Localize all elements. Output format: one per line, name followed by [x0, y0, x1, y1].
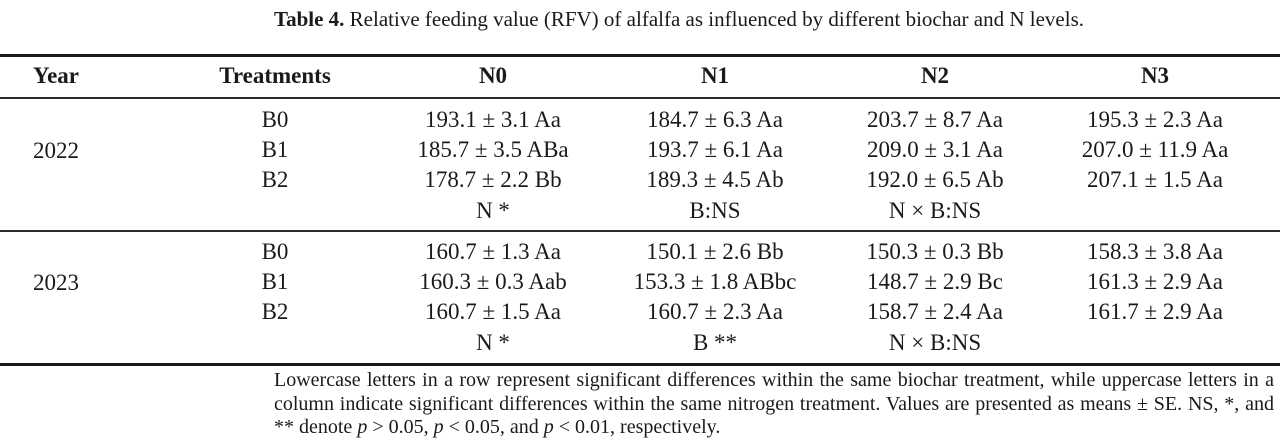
footnote-text: < 0.05, and	[443, 416, 544, 438]
significance-nxb: N × B:NS	[888, 198, 982, 223]
value-cell: 160.7 ± 1.5 Aa	[425, 299, 561, 324]
header-year: Year	[33, 63, 79, 88]
value-cell: 192.0 ± 6.5 Ab	[866, 167, 1004, 192]
value-cell: 185.7 ± 3.5 ABa	[417, 137, 569, 162]
bottom-rule	[0, 363, 1280, 366]
year-cell: 2022	[33, 138, 79, 163]
footnote-text: Lowercase letters in a row represent sig…	[274, 369, 1274, 438]
value-cell: 161.3 ± 2.9 Aa	[1087, 269, 1223, 294]
value-cell: 153.3 ± 1.8 ABbc	[633, 269, 797, 294]
p-symbol: p	[357, 416, 368, 438]
value-cell: 193.1 ± 3.1 Aa	[425, 107, 561, 132]
header-treatments: Treatments	[219, 63, 331, 88]
significance-n: N *	[476, 198, 510, 223]
significance-n: N *	[476, 330, 510, 355]
value-cell: 178.7 ± 2.2 Bb	[424, 167, 562, 192]
table-caption: Table 4. Relative feeding value (RFV) of…	[274, 6, 1274, 32]
caption-label: Table 4.	[274, 7, 345, 31]
value-cell: 161.7 ± 2.9 Aa	[1087, 299, 1223, 324]
header-n3: N3	[1140, 63, 1170, 88]
footnote-text: > 0.05,	[367, 416, 434, 438]
value-cell: 160.7 ± 2.3 Aa	[647, 299, 783, 324]
value-cell: 158.7 ± 2.4 Aa	[867, 299, 1003, 324]
treatment-cell: B0	[261, 239, 289, 264]
treatment-cell: B2	[261, 167, 289, 192]
value-cell: 203.7 ± 8.7 Aa	[867, 107, 1003, 132]
header-n1: N1	[700, 63, 730, 88]
year-cell: 2023	[33, 270, 79, 295]
header-rule	[0, 97, 1280, 99]
significance-nxb: N × B:NS	[888, 330, 982, 355]
significance-b: B:NS	[689, 198, 741, 223]
value-cell: 209.0 ± 3.1 Aa	[867, 137, 1003, 162]
value-cell: 189.3 ± 4.5 Ab	[646, 167, 784, 192]
significance-b: B **	[692, 330, 738, 355]
group-separator-rule	[0, 230, 1280, 232]
table-footnote: Lowercase letters in a row represent sig…	[274, 369, 1274, 440]
treatment-cell: B1	[261, 269, 289, 294]
header-n2: N2	[920, 63, 950, 88]
value-cell: 150.3 ± 0.3 Bb	[866, 239, 1004, 264]
p-symbol: p	[543, 416, 554, 438]
p-symbol: p	[433, 416, 444, 438]
value-cell: 160.3 ± 0.3 Aab	[419, 269, 567, 294]
value-cell: 195.3 ± 2.3 Aa	[1087, 107, 1223, 132]
footnote-text: < 0.01, respectively.	[553, 416, 721, 438]
caption-text: Relative feeding value (RFV) of alfalfa …	[349, 7, 1085, 31]
value-cell: 158.3 ± 3.8 Aa	[1087, 239, 1223, 264]
value-cell: 148.7 ± 2.9 Bc	[867, 269, 1003, 294]
treatment-cell: B1	[261, 137, 289, 162]
value-cell: 207.0 ± 11.9 Aa	[1081, 137, 1229, 162]
value-cell: 150.1 ± 2.6 Bb	[646, 239, 784, 264]
top-rule	[0, 54, 1280, 57]
treatment-cell: B0	[261, 107, 289, 132]
treatment-cell: B2	[261, 299, 289, 324]
header-n0: N0	[478, 63, 508, 88]
value-cell: 160.7 ± 1.3 Aa	[425, 239, 561, 264]
value-cell: 193.7 ± 6.1 Aa	[647, 137, 783, 162]
value-cell: 207.1 ± 1.5 Aa	[1087, 167, 1223, 192]
value-cell: 184.7 ± 6.3 Aa	[647, 107, 783, 132]
